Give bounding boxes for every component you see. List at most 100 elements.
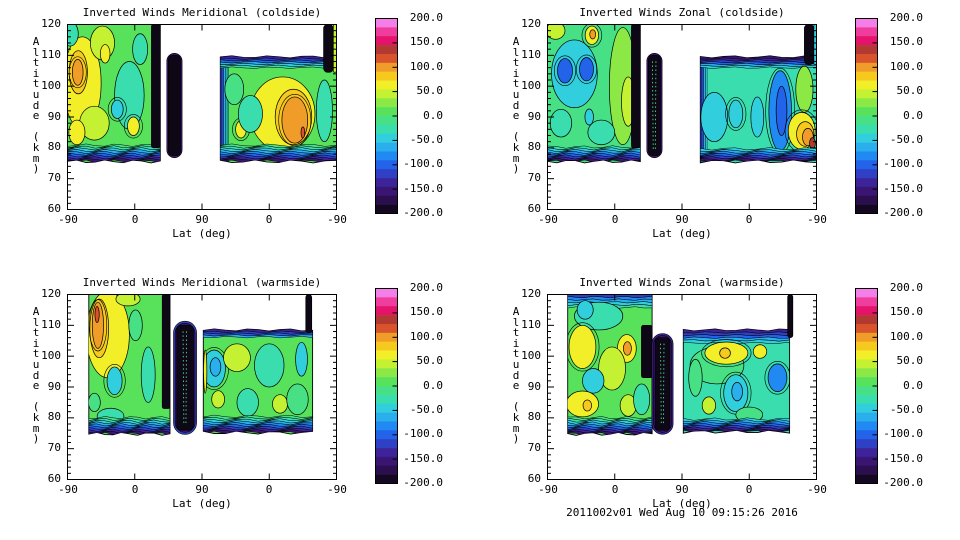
colorbar-label: -100.0 bbox=[883, 427, 923, 440]
y-tick-label: 70 bbox=[527, 441, 541, 454]
colorbar-label: 0.0 bbox=[903, 109, 923, 122]
x-tick-label: 0 bbox=[131, 483, 139, 496]
y-tick-label: 90 bbox=[47, 110, 61, 123]
y-tick-label: 70 bbox=[47, 171, 61, 184]
axis-label-x: Lat (deg) bbox=[172, 227, 232, 240]
colorbar-label: 150.0 bbox=[889, 35, 923, 48]
x-tick-label: 0 bbox=[745, 213, 753, 226]
x-tick-label: 0 bbox=[745, 483, 753, 496]
colorbar-label: 200.0 bbox=[889, 281, 923, 294]
x-tick-label: -90 bbox=[58, 483, 78, 496]
x-tick-label: 90 bbox=[195, 483, 209, 496]
axis-label-y: A l t i t u d e ( k m ) bbox=[512, 35, 520, 176]
colorbar-label: 50.0 bbox=[416, 84, 444, 97]
x-tick-label: 0 bbox=[611, 483, 619, 496]
colorbar-label: 200.0 bbox=[889, 11, 923, 24]
colorbar-label: 0.0 bbox=[423, 109, 443, 122]
colorbar-label: 100.0 bbox=[409, 330, 443, 343]
x-tick-label: -90 bbox=[807, 483, 827, 496]
colorbar-label: -100.0 bbox=[403, 157, 443, 170]
panel-title: Inverted Winds Zonal (coldside) bbox=[579, 6, 785, 19]
colorbar-label: 0.0 bbox=[423, 379, 443, 392]
colorbar-label: 100.0 bbox=[889, 60, 923, 73]
y-tick-label: 70 bbox=[527, 171, 541, 184]
x-tick-label: -90 bbox=[538, 483, 558, 496]
x-tick-label: 0 bbox=[611, 213, 619, 226]
y-tick-label: 100 bbox=[41, 349, 61, 362]
y-tick-label: 110 bbox=[41, 318, 61, 331]
colorbar-label: -100.0 bbox=[403, 427, 443, 440]
y-tick-label: 110 bbox=[521, 48, 541, 61]
plot-footer-timestamp: 2011002v01 Wed Aug 10 09:15:26 2016 bbox=[566, 506, 798, 519]
y-tick-label: 120 bbox=[41, 17, 61, 30]
panel-title: Inverted Winds Meridional (coldside) bbox=[82, 6, 322, 19]
x-tick-label: 0 bbox=[265, 213, 273, 226]
colorbar-label: 50.0 bbox=[896, 84, 924, 97]
colorbar-label: 50.0 bbox=[896, 354, 924, 367]
panel-title: Inverted Winds Zonal (warmside) bbox=[579, 276, 785, 289]
y-tick-label: 110 bbox=[521, 318, 541, 331]
colorbar-label: -200.0 bbox=[403, 476, 443, 489]
y-tick-label: 60 bbox=[527, 472, 541, 485]
axis-label-x: Lat (deg) bbox=[652, 227, 712, 240]
y-tick-label: 80 bbox=[527, 140, 541, 153]
x-tick-label: 0 bbox=[131, 213, 139, 226]
axis-label-y: A l t i t u d e ( k m ) bbox=[32, 305, 40, 446]
panel-title: Inverted Winds Meridional (warmside) bbox=[82, 276, 322, 289]
x-tick-label: -90 bbox=[327, 213, 347, 226]
x-tick-label: -90 bbox=[538, 213, 558, 226]
y-tick-label: 90 bbox=[47, 380, 61, 393]
x-tick-label: -90 bbox=[58, 213, 78, 226]
y-tick-label: 90 bbox=[527, 380, 541, 393]
axis-label-y: A l t i t u d e ( k m ) bbox=[32, 35, 40, 176]
colorbar-label: -150.0 bbox=[883, 452, 923, 465]
axis-label-y: A l t i t u d e ( k m ) bbox=[512, 305, 520, 446]
x-tick-label: 90 bbox=[675, 213, 689, 226]
colorbar-label: 150.0 bbox=[889, 305, 923, 318]
colorbar bbox=[855, 18, 878, 214]
y-tick-label: 60 bbox=[47, 472, 61, 485]
colorbar-label: -200.0 bbox=[883, 206, 923, 219]
y-tick-label: 80 bbox=[527, 410, 541, 423]
y-tick-label: 90 bbox=[527, 110, 541, 123]
colorbar-label: -150.0 bbox=[883, 182, 923, 195]
contour-plot-svg bbox=[547, 294, 817, 480]
x-tick-label: 90 bbox=[195, 213, 209, 226]
contour-plot-svg bbox=[67, 294, 337, 480]
colorbar-label: 200.0 bbox=[409, 11, 443, 24]
y-tick-label: 80 bbox=[47, 140, 61, 153]
colorbar-label: -200.0 bbox=[883, 476, 923, 489]
colorbar-label: 150.0 bbox=[409, 35, 443, 48]
y-tick-label: 100 bbox=[41, 79, 61, 92]
x-tick-label: -90 bbox=[327, 483, 347, 496]
colorbar bbox=[855, 288, 878, 484]
colorbar-label: -50.0 bbox=[409, 403, 443, 416]
y-tick-label: 60 bbox=[47, 202, 61, 215]
colorbar-label: -50.0 bbox=[889, 133, 923, 146]
y-tick-label: 120 bbox=[41, 287, 61, 300]
x-tick-label: -90 bbox=[807, 213, 827, 226]
colorbar bbox=[375, 288, 398, 484]
axis-label-x: Lat (deg) bbox=[172, 497, 232, 510]
contour-plot-svg bbox=[547, 24, 817, 210]
y-tick-label: 70 bbox=[47, 441, 61, 454]
colorbar-label: 100.0 bbox=[409, 60, 443, 73]
y-tick-label: 100 bbox=[521, 79, 541, 92]
y-tick-label: 120 bbox=[521, 287, 541, 300]
colorbar-label: -150.0 bbox=[403, 182, 443, 195]
colorbar-label: -150.0 bbox=[403, 452, 443, 465]
colorbar-label: -200.0 bbox=[403, 206, 443, 219]
y-tick-label: 110 bbox=[41, 48, 61, 61]
x-tick-label: 90 bbox=[675, 483, 689, 496]
colorbar bbox=[375, 18, 398, 214]
axis-label-x: Lat (deg) bbox=[652, 497, 712, 510]
colorbar-label: -50.0 bbox=[409, 133, 443, 146]
y-tick-label: 60 bbox=[527, 202, 541, 215]
colorbar-label: -100.0 bbox=[883, 157, 923, 170]
colorbar-label: 150.0 bbox=[409, 305, 443, 318]
colorbar-label: 50.0 bbox=[416, 354, 444, 367]
y-tick-label: 120 bbox=[521, 17, 541, 30]
colorbar-label: 200.0 bbox=[409, 281, 443, 294]
x-tick-label: 0 bbox=[265, 483, 273, 496]
